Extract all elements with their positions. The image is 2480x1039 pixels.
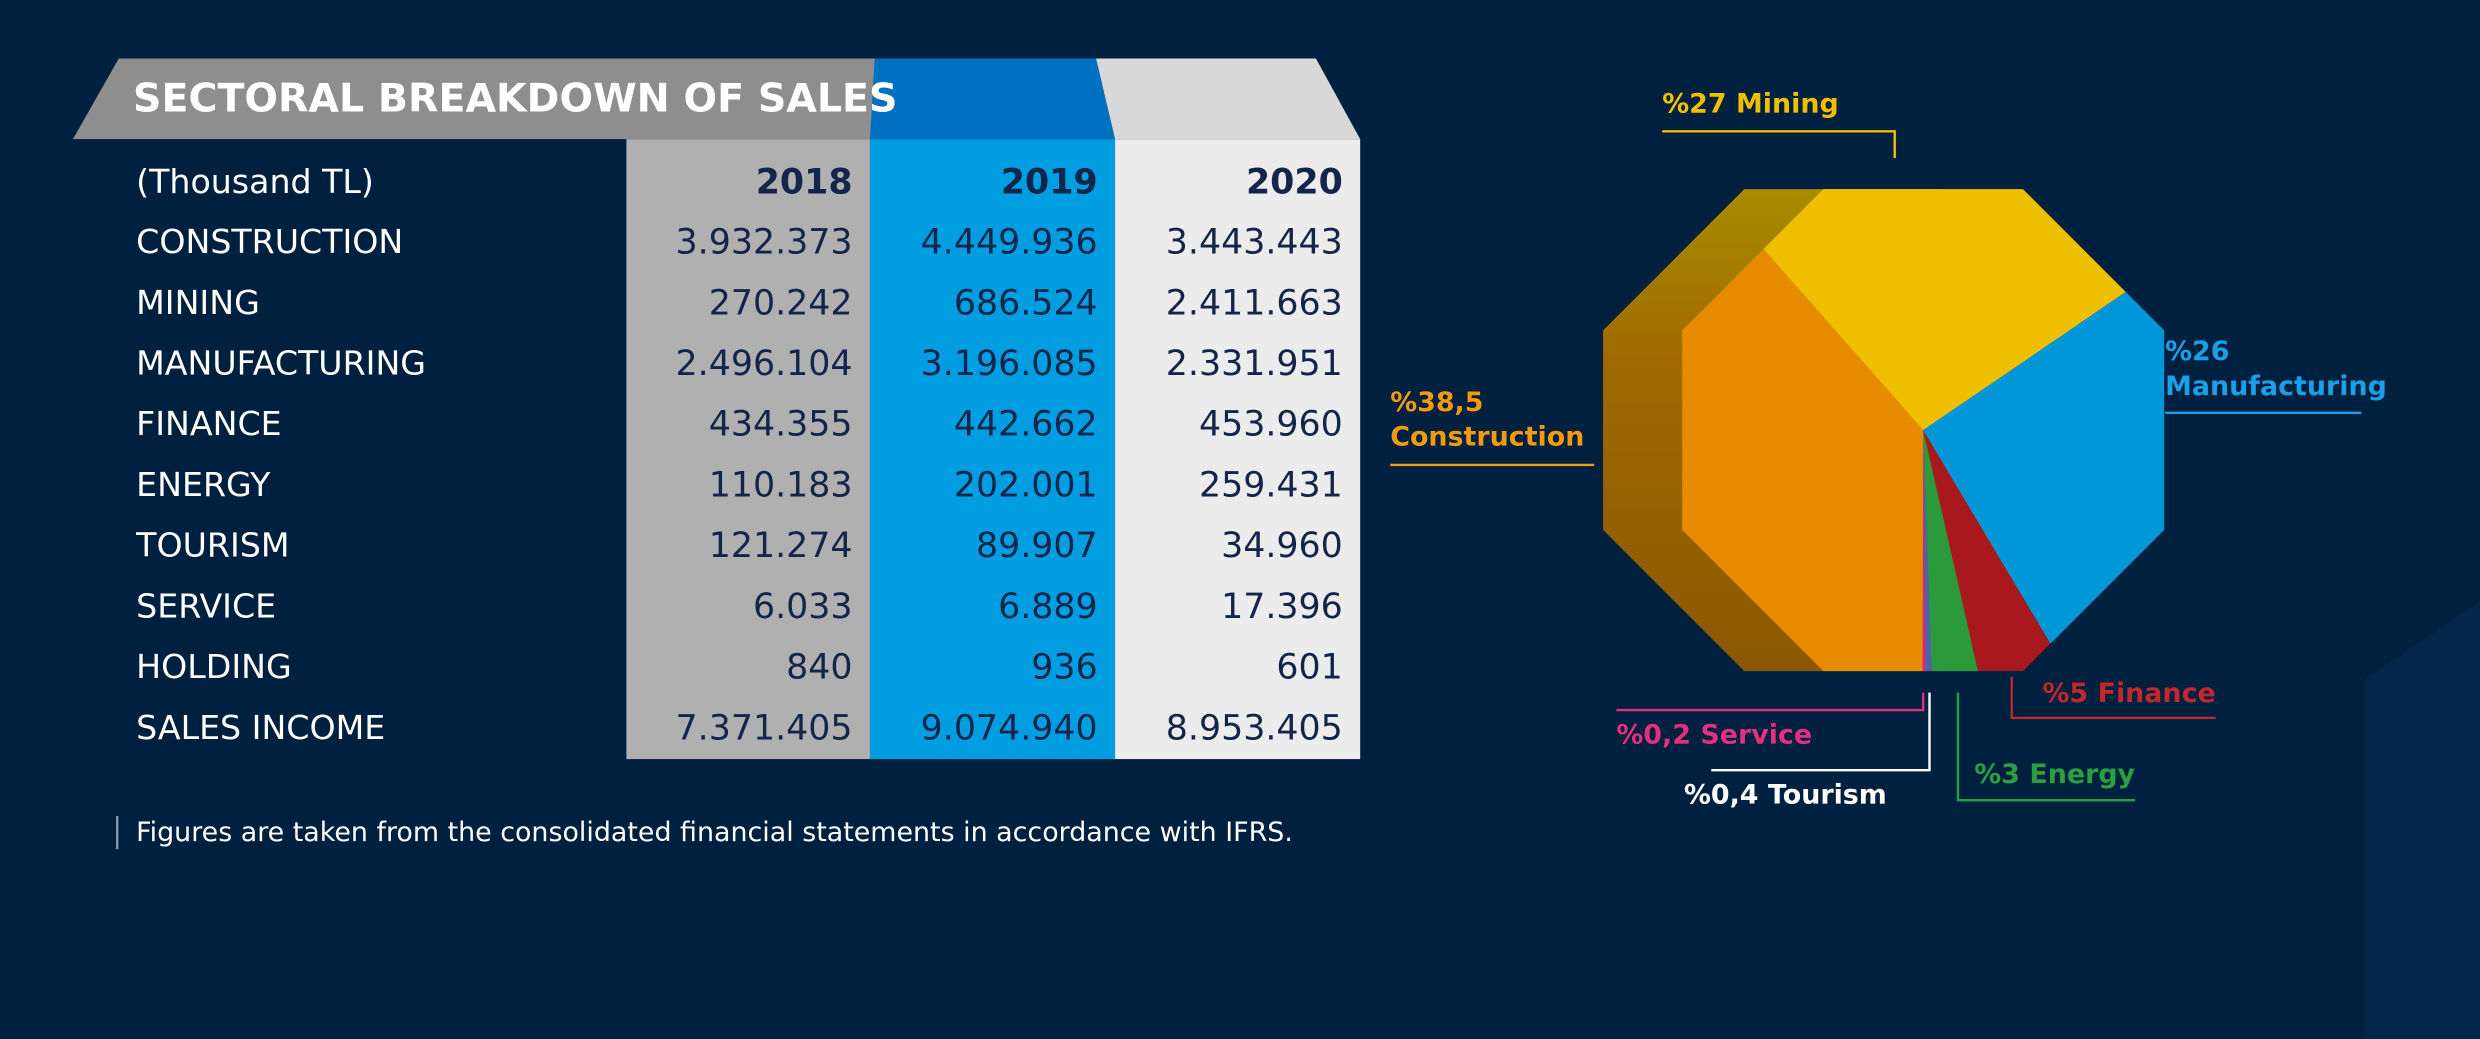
cell-value: 686.524: [954, 283, 1098, 323]
col-2020: [1115, 139, 1361, 760]
banner-2019: [869, 58, 1116, 140]
row-label: CONSTRUCTION: [136, 222, 403, 261]
row-label: MANUFACTURING: [136, 343, 426, 382]
cell-value: 3.443.443: [1166, 223, 1343, 263]
cell-value: 8.953.405: [1166, 708, 1343, 748]
cell-value: 2.496.104: [676, 344, 853, 384]
leader-line: [1616, 692, 1925, 712]
cell-value: 6.033: [753, 587, 853, 627]
slice-label: %0,4 Tourism: [1684, 779, 1887, 810]
cell-value: 442.662: [954, 405, 1098, 445]
slice-name: Finance: [2098, 678, 2216, 709]
cell-value: 601: [1276, 648, 1342, 688]
slice-name: Energy: [2029, 758, 2135, 789]
row-label: MINING: [136, 283, 260, 322]
slice-name: Service: [1700, 719, 1812, 750]
cell-value: 840: [786, 648, 852, 688]
leader-line: [1662, 130, 1896, 159]
row-label: HOLDING: [136, 647, 292, 686]
row-label: TOURISM: [135, 526, 289, 565]
table: (Thousand TL) 2018 2019 2020 CONSTRUCTION 3.9…: [135, 162, 1343, 748]
cell-value: 9.074.940: [921, 708, 1098, 748]
column-header: 2019: [1001, 162, 1098, 202]
footnote: Figures are taken from the consolidated …: [136, 817, 1293, 848]
slice-percent: %27: [1662, 88, 1726, 119]
cell-value: 4.449.936: [921, 223, 1098, 263]
banner-2020: [1096, 58, 1361, 140]
slice-name: Mining: [1736, 88, 1839, 119]
row-label: FINANCE: [136, 404, 281, 443]
title: SECTORAL BREAKDOWN OF SALES: [133, 76, 898, 122]
cell-value: 7.371.405: [676, 708, 853, 748]
row-label: SALES INCOME: [136, 708, 385, 747]
leader-line: [2010, 676, 2216, 720]
bg-shape: [2364, 600, 2480, 1039]
cell-value: 17.396: [1221, 587, 1343, 627]
slice-percent: %3: [1974, 758, 2020, 789]
column-header: 2020: [1246, 162, 1343, 202]
pie-slice: [1922, 430, 1928, 672]
column-header: 2018: [756, 162, 853, 202]
cell-value: 2.411.663: [1166, 283, 1343, 323]
slice-label: %3 Energy: [1974, 758, 2135, 789]
column-header: (Thousand TL): [136, 162, 374, 201]
cell-value: 3.932.373: [676, 223, 853, 263]
pie-slice: [1682, 189, 1924, 672]
cell-value: 6.889: [998, 587, 1098, 627]
cell-value: 202.001: [954, 465, 1098, 505]
cell-value: 89.907: [976, 526, 1098, 566]
slice-percent: %26: [2165, 336, 2229, 367]
cell-value: 34.960: [1221, 526, 1343, 566]
row-label: ENERGY: [136, 465, 271, 504]
cell-value: 434.355: [709, 405, 853, 445]
leader-line: [1956, 692, 2136, 802]
cell-value: 259.431: [1199, 465, 1343, 505]
col-2019: [869, 139, 1116, 760]
slice-percent: %38,5: [1390, 387, 1483, 418]
pie-slice: [1923, 430, 1940, 672]
slice-percent: %0,4: [1684, 779, 1759, 810]
slice-label: %0,2 Service: [1616, 719, 1812, 750]
slice-label: %5 Finance: [2042, 678, 2215, 709]
pie-slice: [1923, 430, 2029, 672]
slice-label: %27 Mining: [1662, 88, 1838, 119]
cell-value: 2.331.951: [1166, 344, 1343, 384]
pie-slice: [1682, 189, 2165, 431]
leader-line: [1711, 692, 1931, 772]
slice-name: Manufacturing: [2165, 371, 2387, 402]
cell-value: 110.183: [709, 465, 853, 505]
title-banner: [72, 58, 891, 140]
col-2018: [626, 139, 870, 760]
slice-name: Construction: [1390, 422, 1584, 453]
row-label: SERVICE: [136, 586, 276, 625]
cell-value: 121.274: [709, 526, 853, 566]
pie-chart: %27 Mining %26 Manufacturing %5 Finance %3 Ener…: [1390, 88, 2387, 810]
cell-value: 3.196.085: [921, 344, 1098, 384]
cell-value: 453.960: [1199, 405, 1343, 445]
slice-percent: %0,2: [1616, 719, 1691, 750]
slice-name: Tourism: [1768, 779, 1887, 810]
slice-percent: %5: [2042, 678, 2088, 709]
pie-slice: [1923, 189, 2165, 672]
cell-value: 270.242: [709, 283, 853, 323]
cell-value: 936: [1031, 648, 1097, 688]
